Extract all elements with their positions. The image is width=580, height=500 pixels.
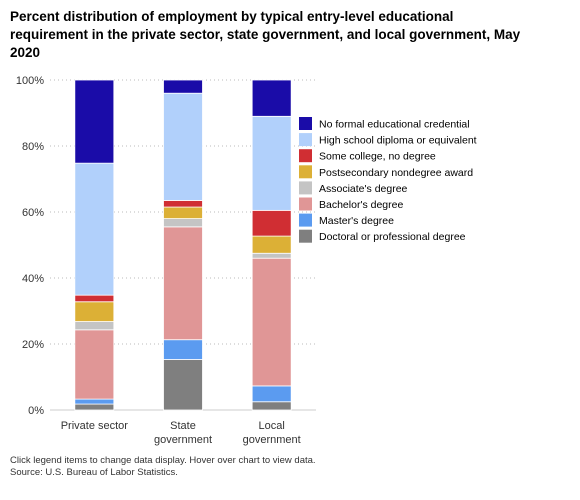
legend-item[interactable]: Master's degree	[299, 213, 394, 228]
bar-segment[interactable]	[74, 162, 115, 296]
bar-segment[interactable]	[251, 257, 292, 387]
bar-segment[interactable]	[163, 359, 203, 411]
bar-segment[interactable]	[163, 226, 203, 341]
y-tick-label: 20%	[22, 339, 44, 351]
legend-item[interactable]: Postsecondary nondegree award	[299, 165, 473, 179]
legend-item[interactable]: Bachelor's degree	[299, 197, 403, 212]
legend-label: Associate's degree	[319, 183, 408, 195]
legend-item[interactable]: Doctoral or professional degree	[299, 229, 466, 244]
legend-swatch	[299, 117, 312, 130]
footer: Click legend items to change data displa…	[10, 455, 316, 479]
x-tick-label: State government	[154, 420, 212, 446]
legend-label: Postsecondary nondegree award	[319, 167, 473, 179]
legend-swatch	[299, 213, 312, 227]
legend-item[interactable]: High school diploma or equivalent	[299, 133, 477, 147]
bar-segment[interactable]	[251, 235, 292, 254]
legend-item[interactable]: Some college, no degree	[299, 149, 436, 163]
y-axis: 0% 20% 40% 60% 80% 100%	[16, 75, 44, 417]
bar-segment[interactable]	[251, 252, 292, 259]
y-tick-label: 60%	[22, 207, 44, 219]
y-tick-label: 0%	[28, 405, 44, 417]
y-tick-label: 100%	[16, 75, 44, 87]
chart-title: Percent distribution of employment by ty…	[10, 9, 521, 60]
legend-swatch	[299, 165, 312, 179]
legend-label: Some college, no degree	[319, 151, 436, 163]
bar-segment[interactable]	[163, 92, 203, 201]
bar-segment[interactable]	[74, 403, 115, 411]
bar-segment[interactable]	[163, 218, 203, 228]
legend-swatch	[299, 229, 312, 243]
y-tick-label: 80%	[22, 141, 44, 153]
legend-label: High school diploma or equivalent	[319, 135, 477, 147]
legend-swatch	[299, 197, 312, 211]
bar-segment[interactable]	[74, 329, 115, 400]
bar-segment[interactable]	[251, 209, 292, 237]
legend-label: No formal educational credential	[319, 119, 470, 131]
bar-segment[interactable]	[74, 294, 115, 303]
bar-segment[interactable]	[74, 79, 115, 164]
bar-segment[interactable]	[163, 79, 203, 94]
legend-swatch	[299, 133, 312, 147]
legend-item[interactable]: No formal educational credential	[299, 117, 470, 131]
bar-segment[interactable]	[163, 206, 203, 220]
legend-swatch	[299, 181, 312, 195]
bar-segment[interactable]	[251, 115, 292, 211]
legend-item[interactable]: Associate's degree	[299, 181, 408, 195]
bar-segment[interactable]	[251, 79, 292, 117]
legend-swatch	[299, 149, 312, 163]
x-tick-label: Local government	[243, 420, 301, 446]
chart-area[interactable]: 0% 20% 40% 60% 80% 100% Private sector State go…	[0, 0, 580, 455]
footer-source: Source: U.S. Bureau of Labor Statistics.	[10, 467, 178, 478]
bar-segment[interactable]	[163, 339, 203, 360]
y-tick-label: 40%	[22, 273, 44, 285]
bar-segment[interactable]	[251, 401, 292, 411]
legend[interactable]: No formal educational credential High sch…	[299, 117, 477, 243]
legend-label: Doctoral or professional degree	[319, 231, 466, 243]
legend-label: Master's degree	[319, 215, 394, 227]
bar-segment[interactable]	[74, 321, 115, 331]
bar-segment[interactable]	[74, 398, 115, 405]
x-axis: Private sector State government Local govern…	[61, 420, 301, 446]
bar-segment[interactable]	[163, 200, 203, 208]
bar-segment[interactable]	[251, 385, 292, 403]
bar-segment[interactable]	[74, 301, 115, 322]
x-tick-label: Private sector	[61, 420, 129, 432]
legend-label: Bachelor's degree	[319, 199, 403, 211]
footer-note: Click legend items to change data displa…	[10, 455, 316, 466]
bars[interactable]	[74, 79, 292, 411]
